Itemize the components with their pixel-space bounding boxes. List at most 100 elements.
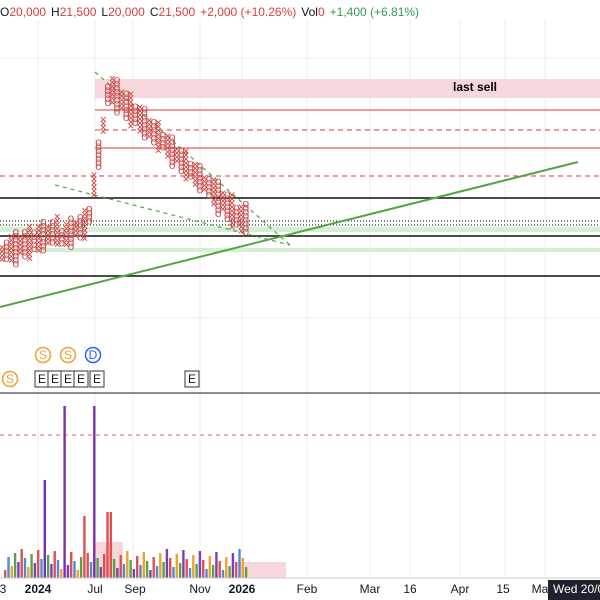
volume-bar <box>103 554 106 578</box>
pnf-mark: × <box>81 227 88 241</box>
pnf-mark: × <box>8 238 15 252</box>
pnf-mark: × <box>155 120 162 134</box>
pnf-mark: o <box>114 97 121 111</box>
pnf-mark: × <box>155 136 162 150</box>
pnf-mark: × <box>127 87 134 101</box>
pnf-mark: × <box>17 238 24 252</box>
pnf-mark: × <box>109 76 116 90</box>
pnf-mark: o <box>77 210 84 224</box>
pnf-mark: × <box>192 161 199 175</box>
pnf-mark: o <box>31 241 38 255</box>
event-label: D <box>89 348 98 362</box>
pnf-mark: o <box>187 160 194 174</box>
pnf-mark: o <box>95 155 102 169</box>
pnf-mark: × <box>219 186 226 200</box>
pnf-mark: o <box>31 229 38 243</box>
pnf-mark: × <box>90 168 97 182</box>
pnf-mark: o <box>132 115 139 129</box>
pnf-mark: × <box>26 223 33 237</box>
pnf-mark: o <box>68 219 75 233</box>
volume-bars <box>4 406 248 578</box>
volume-bar <box>202 560 205 578</box>
pnf-mark: × <box>136 104 143 118</box>
volume-bar <box>178 563 182 578</box>
volume-bar <box>129 560 132 578</box>
event-badge <box>184 370 200 388</box>
volume-bar <box>70 552 73 578</box>
pnf-mark: o <box>114 93 121 107</box>
pnf-mark: o <box>12 248 19 262</box>
pnf-mark: o <box>160 128 167 142</box>
event-label: E <box>38 372 46 386</box>
pnf-mark: × <box>90 188 97 202</box>
volume-bar <box>145 561 149 578</box>
pnf-mark: × <box>72 224 79 238</box>
pnf-mark: o <box>215 198 222 212</box>
pnf-mark: o <box>22 237 29 251</box>
pnf-mark: × <box>44 220 51 234</box>
pnf-mark: × <box>100 124 107 138</box>
pnf-mark: × <box>81 223 88 237</box>
volume-bar <box>79 557 83 578</box>
pnf-mark: o <box>95 135 102 149</box>
pnf-mark: o <box>68 231 75 245</box>
pnf-mark: o <box>224 199 231 213</box>
pnf-mark: × <box>164 133 171 147</box>
pnf-mark: × <box>35 244 42 258</box>
pnf-mark: × <box>0 240 6 254</box>
x-tick-label: 2024 <box>25 582 52 596</box>
pnf-mark: × <box>210 185 217 199</box>
pnf-mark: × <box>63 237 70 251</box>
pnf-mark: o <box>123 98 130 112</box>
pnf-mark: o <box>95 139 102 153</box>
pnf-mark: × <box>210 173 217 187</box>
pnf-mark: o <box>12 244 19 258</box>
volume-bar <box>27 567 30 578</box>
pnf-mark: × <box>109 96 116 110</box>
pnf-mark: o <box>215 206 222 220</box>
pnf-mark: × <box>164 149 171 163</box>
pnf-mark: o <box>123 102 130 116</box>
pnf-mark: × <box>192 177 199 191</box>
volume-bar <box>66 565 70 578</box>
pnf-mark: × <box>155 124 162 138</box>
pnf-mark: o <box>123 90 130 104</box>
pnf-mark: o <box>49 215 56 229</box>
pnf-mark: × <box>228 200 235 214</box>
pnf-mark: o <box>187 168 194 182</box>
pnf-mark: o <box>22 233 29 247</box>
pnf-mark: × <box>228 192 235 206</box>
pnf-mark: o <box>242 225 249 239</box>
volume-bar <box>218 561 221 578</box>
pnf-mark: × <box>8 246 15 260</box>
pnf-mark: o <box>132 107 139 121</box>
x-tick-label: 15 <box>496 582 510 596</box>
header: O20,000 H21,500 L20,000 C21,500 +2,000 (+10.… <box>0 5 419 19</box>
pnf-mark: o <box>178 147 185 161</box>
pnf-mark: o <box>68 239 75 253</box>
pnf-mark: o <box>31 237 38 251</box>
pnf-mark: × <box>146 113 153 127</box>
pnf-mark: o <box>3 247 10 261</box>
event-label: S <box>39 348 47 362</box>
pnf-mark: × <box>118 93 125 107</box>
pnf-mark: o <box>141 105 148 119</box>
pnf-mark: × <box>182 164 189 178</box>
x-tick-label: Ma <box>532 582 549 596</box>
volume-bar <box>50 564 53 578</box>
pnf-mark: o <box>40 238 47 252</box>
volume-bar <box>46 555 50 578</box>
volume-bar <box>195 564 198 578</box>
pnf-mark: o <box>95 151 102 165</box>
pnf-mark: × <box>118 85 125 99</box>
volume-zone <box>240 562 286 578</box>
pnf-mark: × <box>219 194 226 208</box>
volume-bar <box>152 557 155 578</box>
pnf-mark: × <box>81 203 88 217</box>
x-tick-label: Sep <box>124 582 146 596</box>
pnf-mark: o <box>141 129 148 143</box>
ohlc-value: 20,000 <box>9 5 46 19</box>
x-tick-label: Apr <box>451 582 470 596</box>
pnf-mark: o <box>12 240 19 254</box>
pnf-mark: o <box>196 182 203 196</box>
